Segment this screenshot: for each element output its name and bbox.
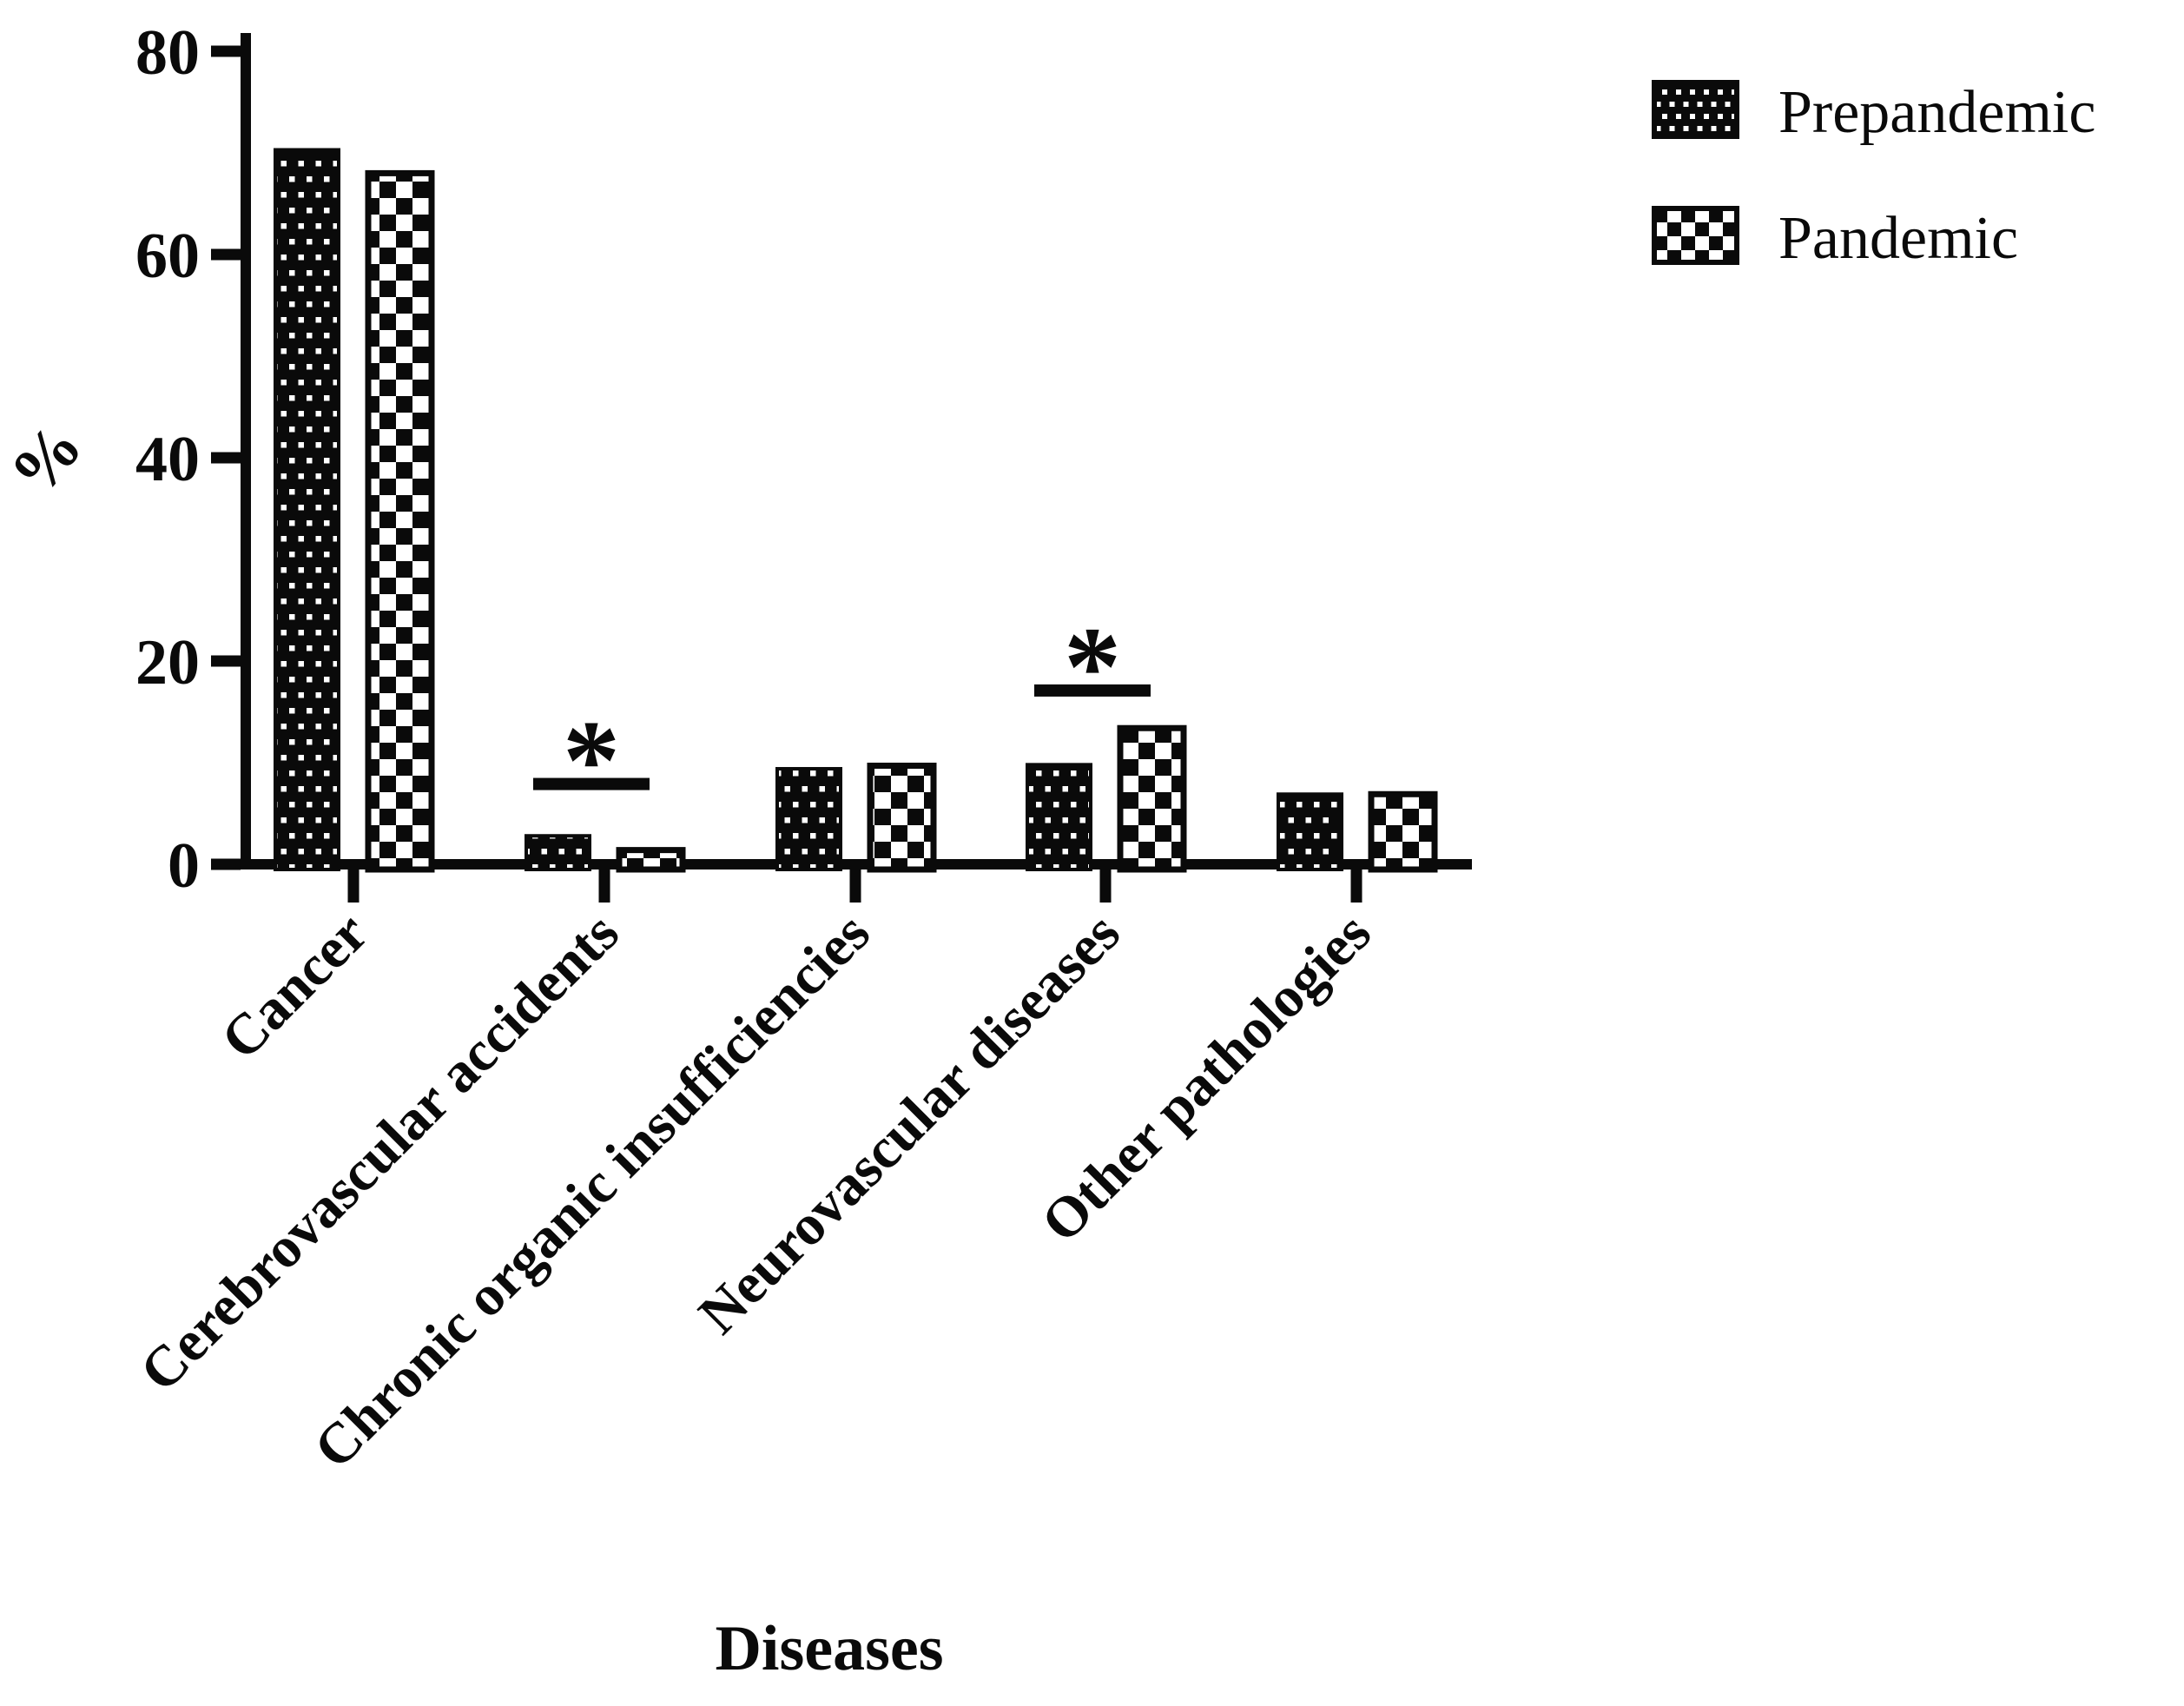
significance-line [533, 777, 650, 790]
y-tick [211, 655, 241, 667]
y-tick [211, 248, 241, 261]
y-tick [211, 858, 241, 870]
bar-prepandemic-3 [1026, 763, 1092, 872]
legend-swatch-prepandemic-icon [1652, 80, 1739, 139]
category-label-3: Neurovascular diseases [687, 901, 1132, 1346]
x-axis-title: Diseases [715, 1613, 943, 1684]
category-label-0: Cancer [209, 901, 380, 1072]
y-axis-ticks [211, 45, 241, 870]
significance-asterisk: * [563, 697, 620, 824]
bar-prepandemic-4 [1277, 792, 1343, 872]
x-tick [1099, 870, 1112, 903]
y-tick-label: 0 [168, 830, 200, 902]
y-tick [211, 45, 241, 57]
y-tick-label: 20 [135, 627, 200, 698]
y-tick-label: 80 [135, 17, 200, 89]
category-label-2: Chronic organic insufficiencies [302, 901, 882, 1481]
y-tick-label: 60 [135, 221, 200, 292]
x-tick [849, 870, 861, 903]
legend-label-prepandemic: Prepandemic [1778, 79, 2095, 146]
bar-pandemic-2 [867, 763, 937, 873]
category-label-1: Cerebrovascular accidents [128, 901, 630, 1404]
bar-pandemic-3 [1117, 724, 1187, 873]
legend-swatch-pandemic-icon [1652, 206, 1739, 265]
y-axis-title: % [0, 408, 96, 509]
bars [274, 148, 1438, 873]
bar-pandemic-1 [616, 847, 686, 873]
bar-prepandemic-1 [525, 834, 591, 871]
y-tick [211, 452, 241, 464]
y-axis-line [241, 33, 251, 870]
significance-line [1034, 684, 1151, 697]
legend: Prepandemic Pandemic [1652, 79, 2095, 272]
x-tick [598, 870, 610, 903]
legend-label-pandemic: Pandemic [1778, 205, 2018, 272]
bar-prepandemic-2 [775, 767, 842, 872]
significance-markers: ** [533, 603, 1151, 824]
bar-prepandemic-0 [274, 148, 340, 872]
y-axis-tick-labels: 0 20 40 60 80 [135, 17, 200, 902]
x-axis-ticks [347, 870, 1363, 903]
y-tick-label: 40 [135, 424, 200, 495]
x-tick [1350, 870, 1363, 903]
x-tick [347, 870, 360, 903]
significance-asterisk: * [1064, 603, 1121, 731]
bar-pandemic-4 [1368, 790, 1438, 873]
bar-pandemic-0 [365, 169, 435, 873]
